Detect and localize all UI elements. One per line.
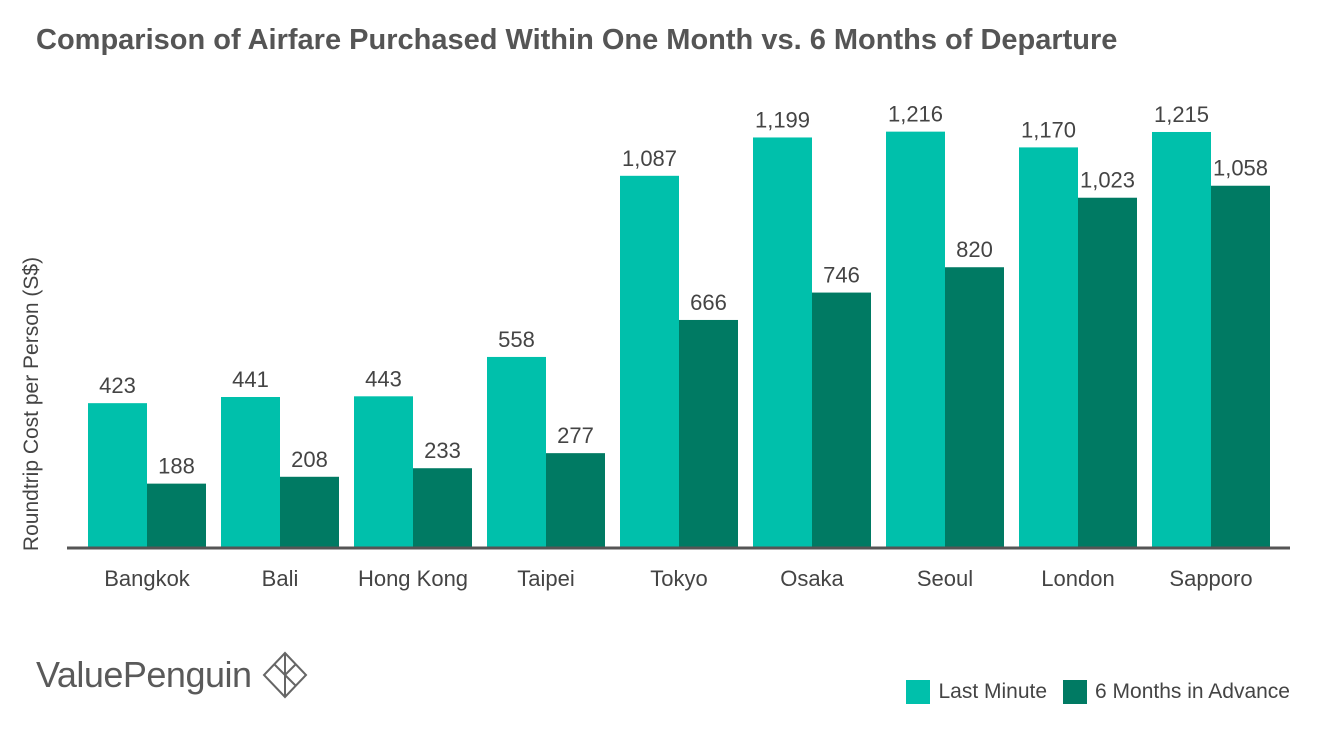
bar-six-months-bali	[280, 476, 339, 548]
bar-six-months-tokyo	[679, 319, 738, 548]
data-label-last-minute-osaka: 1,199	[755, 107, 810, 132]
bar-six-months-osaka	[812, 292, 871, 548]
data-label-last-minute-taipei: 558	[498, 327, 535, 352]
x-tick-label-tokyo: Tokyo	[650, 566, 707, 591]
bar-six-months-london	[1078, 197, 1137, 548]
data-label-six-months-sapporo: 1,058	[1213, 156, 1268, 181]
brand-name: ValuePenguin	[36, 654, 252, 695]
legend-label-last-minute: Last Minute	[938, 680, 1048, 703]
legend-label-six-months: 6 Months in Advance	[1095, 680, 1290, 703]
bar-six-months-sapporo	[1211, 185, 1270, 549]
bar-last-minute-london	[1019, 147, 1078, 548]
x-tick-label-london: London	[1041, 566, 1114, 591]
bar-last-minute-taipei	[487, 356, 546, 548]
x-tick-label-bangkok: Bangkok	[104, 566, 191, 591]
bar-last-minute-osaka	[753, 137, 812, 548]
data-label-six-months-seoul: 820	[956, 237, 993, 262]
bar-last-minute-hong-kong	[354, 396, 413, 548]
bar-last-minute-bangkok	[88, 403, 147, 548]
legend-swatch-last-minute	[906, 680, 931, 704]
bar-six-months-bangkok	[147, 483, 206, 548]
data-label-last-minute-hong-kong: 443	[365, 366, 402, 391]
x-tick-label-osaka: Osaka	[780, 566, 844, 591]
data-label-six-months-tokyo: 666	[690, 290, 727, 315]
data-label-last-minute-bangkok: 423	[99, 373, 136, 398]
bar-six-months-taipei	[546, 453, 605, 548]
x-tick-label-bali: Bali	[262, 566, 299, 591]
data-label-six-months-bali: 208	[291, 447, 328, 472]
brand-logo: ValuePenguin	[36, 650, 310, 700]
data-label-last-minute-london: 1,170	[1021, 117, 1076, 142]
legend-item-last-minute: Last Minute	[906, 680, 1047, 704]
data-label-six-months-bangkok: 188	[158, 454, 195, 479]
x-tick-label-hong-kong: Hong Kong	[358, 566, 468, 591]
bar-six-months-hong-kong	[413, 468, 472, 548]
penguin-diamond-logo-icon	[262, 651, 307, 699]
data-label-last-minute-sapporo: 1,215	[1154, 102, 1209, 127]
x-tick-label-seoul: Seoul	[917, 566, 973, 591]
x-tick-label-sapporo: Sapporo	[1169, 566, 1252, 591]
data-label-six-months-osaka: 746	[823, 263, 860, 288]
data-label-six-months-taipei: 277	[557, 423, 594, 448]
bar-last-minute-bali	[221, 397, 280, 548]
legend-item-six-months: 6 Months in Advance	[1063, 680, 1290, 704]
data-label-six-months-london: 1,023	[1080, 168, 1135, 193]
bar-last-minute-sapporo	[1152, 131, 1211, 548]
data-label-last-minute-bali: 441	[232, 367, 269, 392]
bar-last-minute-seoul	[886, 131, 945, 548]
data-label-six-months-hong-kong: 233	[424, 438, 461, 463]
legend-swatch-six-months	[1063, 680, 1088, 704]
data-label-last-minute-seoul: 1,216	[888, 102, 943, 127]
bar-six-months-seoul	[945, 267, 1004, 548]
chart-legend: Last Minute 6 Months in Advance	[906, 680, 1290, 704]
bar-last-minute-tokyo	[620, 175, 679, 548]
y-axis-label: Roundtrip Cost per Person (S$)	[20, 257, 43, 551]
data-label-last-minute-tokyo: 1,087	[622, 146, 677, 171]
x-tick-label-taipei: Taipei	[517, 566, 574, 591]
chart-title: Comparison of Airfare Purchased Within O…	[36, 24, 1118, 56]
